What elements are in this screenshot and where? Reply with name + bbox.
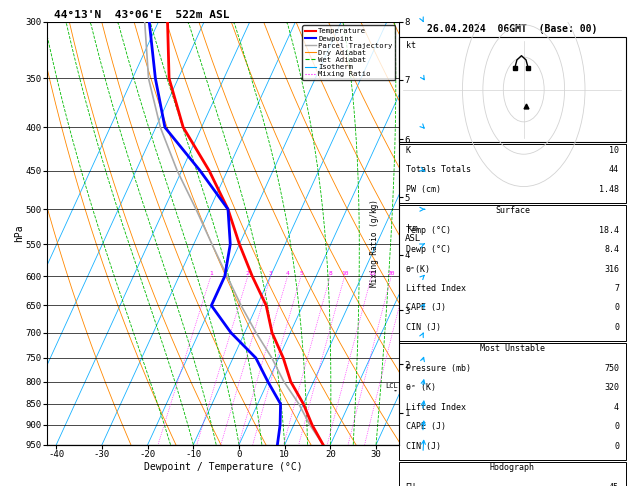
Text: PW (cm): PW (cm) <box>406 185 441 193</box>
Text: CAPE (J): CAPE (J) <box>406 303 446 312</box>
Text: 44: 44 <box>609 165 619 174</box>
Bar <box>399 343 626 460</box>
Text: 1.48: 1.48 <box>599 185 619 193</box>
Text: 18.4: 18.4 <box>599 226 619 235</box>
Text: LCL: LCL <box>385 382 398 389</box>
Text: 3: 3 <box>269 271 272 276</box>
Text: Surface: Surface <box>495 206 530 215</box>
Text: Hodograph: Hodograph <box>490 463 535 472</box>
Y-axis label: km
ASL: km ASL <box>404 224 421 243</box>
Text: CIN (J): CIN (J) <box>406 442 441 451</box>
Text: 5: 5 <box>299 271 303 276</box>
Text: 10: 10 <box>609 146 619 155</box>
Text: 0: 0 <box>614 323 619 332</box>
Legend: Temperature, Dewpoint, Parcel Trajectory, Dry Adiabat, Wet Adiabat, Isotherm, Mi: Temperature, Dewpoint, Parcel Trajectory… <box>302 25 395 80</box>
Text: Dewp (°C): Dewp (°C) <box>406 245 451 254</box>
Text: 26.04.2024  06GMT  (Base: 00): 26.04.2024 06GMT (Base: 00) <box>427 24 598 34</box>
Text: 8.4: 8.4 <box>604 245 619 254</box>
Text: 320: 320 <box>604 383 619 392</box>
Text: 45: 45 <box>609 483 619 486</box>
Text: 1: 1 <box>209 271 213 276</box>
Text: θᵉ (K): θᵉ (K) <box>406 383 436 392</box>
Text: 0: 0 <box>614 442 619 451</box>
Text: CIN (J): CIN (J) <box>406 323 441 332</box>
Text: 44°13'N  43°06'E  522m ASL: 44°13'N 43°06'E 522m ASL <box>54 10 230 20</box>
Text: Pressure (mb): Pressure (mb) <box>406 364 470 373</box>
Bar <box>399 462 626 486</box>
Bar <box>399 205 626 341</box>
X-axis label: Dewpoint / Temperature (°C): Dewpoint / Temperature (°C) <box>144 462 303 472</box>
Text: 4: 4 <box>286 271 289 276</box>
Text: 0: 0 <box>614 422 619 431</box>
Text: Most Unstable: Most Unstable <box>480 345 545 353</box>
Text: 2: 2 <box>246 271 250 276</box>
Text: 8: 8 <box>328 271 332 276</box>
Text: 15: 15 <box>368 271 376 276</box>
Text: EH: EH <box>406 483 416 486</box>
Text: 750: 750 <box>604 364 619 373</box>
Text: Totals Totals: Totals Totals <box>406 165 470 174</box>
Text: 0: 0 <box>614 303 619 312</box>
Text: θᵉ(K): θᵉ(K) <box>406 264 431 274</box>
Text: 10: 10 <box>341 271 348 276</box>
Y-axis label: hPa: hPa <box>14 225 24 242</box>
Text: K: K <box>406 146 411 155</box>
Text: Lifted Index: Lifted Index <box>406 284 465 293</box>
Text: Lifted Index: Lifted Index <box>406 403 465 412</box>
Text: Mixing Ratio (g/kg): Mixing Ratio (g/kg) <box>370 199 379 287</box>
Text: 20: 20 <box>387 271 395 276</box>
Text: 316: 316 <box>604 264 619 274</box>
Text: 4: 4 <box>614 403 619 412</box>
Text: kt: kt <box>406 41 416 50</box>
Bar <box>399 144 626 203</box>
Text: 7: 7 <box>614 284 619 293</box>
Text: CAPE (J): CAPE (J) <box>406 422 446 431</box>
Text: Temp (°C): Temp (°C) <box>406 226 451 235</box>
Bar <box>399 36 626 142</box>
